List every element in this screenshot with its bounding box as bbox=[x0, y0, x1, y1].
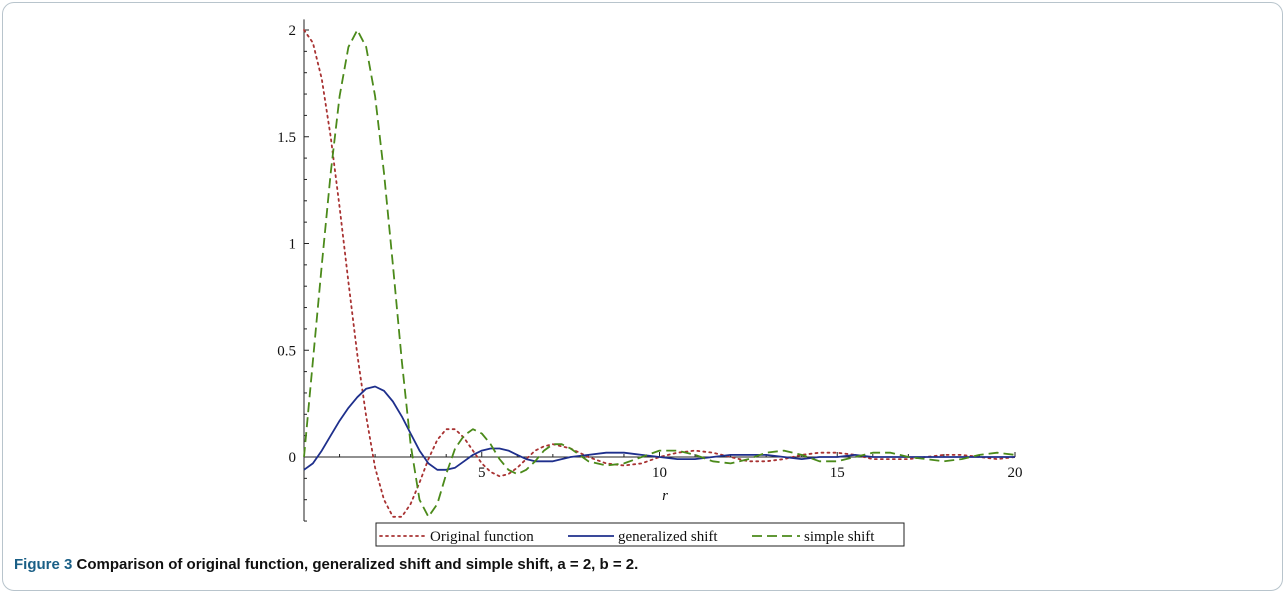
chart-legend: Original function generalized shift simp… bbox=[375, 522, 905, 547]
x-tick-label: 10 bbox=[652, 465, 667, 481]
series-line-simple-shift bbox=[303, 29, 1016, 518]
series-line-generalized-shift bbox=[303, 385, 1015, 471]
y-tick-label: 1 bbox=[289, 237, 297, 253]
figure-caption: Figure 3 Comparison of original function… bbox=[14, 556, 1274, 573]
y-tick-label: 1.5 bbox=[277, 130, 296, 146]
legend-label-original-function: Original function bbox=[430, 529, 534, 545]
figure-caption-text: Comparison of original function, general… bbox=[72, 556, 639, 573]
figure-caption-label: Figure 3 bbox=[14, 556, 73, 573]
line-chart: 0 0.5 1 1.5 2 5 10 15 20 r Original function gen… bbox=[277, 19, 1023, 547]
legend-box bbox=[375, 522, 905, 547]
legend-label-generalized-shift: generalized shift bbox=[618, 529, 718, 545]
x-tick-label: 20 bbox=[1008, 465, 1023, 481]
x-tick-label: 5 bbox=[478, 465, 486, 481]
legend-label-simple-shift: simple shift bbox=[804, 529, 875, 545]
y-tick-label: 2 bbox=[289, 23, 297, 39]
chart-axes: 0 0.5 1 1.5 2 5 10 15 20 bbox=[277, 19, 1023, 522]
y-tick-label: 0.5 bbox=[277, 343, 296, 359]
x-axis-label: r bbox=[662, 488, 668, 504]
y-tick-label: 0 bbox=[289, 450, 297, 466]
x-tick-label: 15 bbox=[830, 465, 845, 481]
series-line-original-function bbox=[303, 29, 1016, 518]
chart-series-layer bbox=[303, 29, 1016, 518]
